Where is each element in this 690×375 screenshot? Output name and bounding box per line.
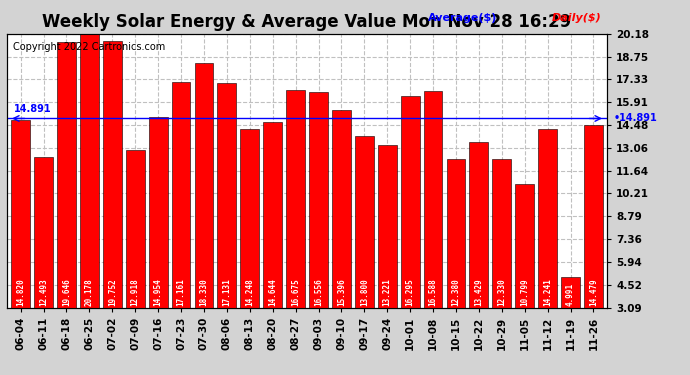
- Text: 4.991: 4.991: [566, 283, 575, 306]
- Bar: [355, 136, 374, 308]
- Bar: [57, 42, 76, 308]
- Bar: [286, 90, 305, 308]
- Text: 17.161: 17.161: [177, 278, 186, 306]
- Bar: [172, 82, 190, 308]
- Text: 17.131: 17.131: [222, 278, 231, 306]
- Bar: [332, 110, 351, 308]
- Bar: [195, 63, 213, 308]
- Text: 16.675: 16.675: [291, 278, 300, 306]
- Text: 14.644: 14.644: [268, 278, 277, 306]
- Text: 12.330: 12.330: [497, 278, 506, 306]
- Bar: [401, 96, 420, 308]
- Bar: [515, 184, 534, 308]
- Bar: [240, 129, 259, 308]
- Bar: [149, 117, 168, 308]
- Text: 12.918: 12.918: [130, 278, 139, 306]
- Bar: [561, 277, 580, 308]
- Text: 16.295: 16.295: [406, 278, 415, 306]
- Bar: [34, 157, 53, 308]
- Bar: [11, 120, 30, 308]
- Text: 10.799: 10.799: [520, 278, 529, 306]
- Bar: [446, 159, 465, 308]
- Text: 14.954: 14.954: [154, 278, 163, 306]
- Text: 14.241: 14.241: [543, 278, 552, 306]
- Text: 20.178: 20.178: [85, 278, 94, 306]
- Bar: [469, 142, 489, 308]
- Text: Copyright 2022 Cartronics.com: Copyright 2022 Cartronics.com: [13, 42, 165, 52]
- Bar: [424, 91, 442, 308]
- Text: 19.752: 19.752: [108, 278, 117, 306]
- Text: 12.380: 12.380: [451, 278, 460, 306]
- Text: 16.556: 16.556: [314, 278, 323, 306]
- Text: 14.891: 14.891: [14, 104, 51, 114]
- Bar: [309, 92, 328, 308]
- Bar: [378, 145, 397, 308]
- Text: 13.221: 13.221: [383, 278, 392, 306]
- Text: Average($): Average($): [428, 13, 497, 23]
- Text: 12.493: 12.493: [39, 278, 48, 306]
- Text: •14.891: •14.891: [613, 114, 657, 123]
- Text: 18.330: 18.330: [199, 278, 208, 306]
- Bar: [538, 129, 557, 308]
- Text: Daily($): Daily($): [552, 13, 602, 23]
- Text: 13.800: 13.800: [359, 278, 369, 306]
- Text: 16.588: 16.588: [428, 278, 437, 306]
- Bar: [126, 150, 145, 308]
- Text: 13.429: 13.429: [475, 278, 484, 306]
- Text: 14.820: 14.820: [16, 278, 25, 306]
- Bar: [493, 159, 511, 308]
- Bar: [80, 34, 99, 308]
- Text: 14.479: 14.479: [589, 278, 598, 306]
- Text: 14.248: 14.248: [245, 278, 255, 306]
- Text: 19.646: 19.646: [62, 278, 71, 306]
- Bar: [103, 40, 121, 308]
- Text: 15.396: 15.396: [337, 278, 346, 306]
- Title: Weekly Solar Energy & Average Value Mon Nov 28 16:29: Weekly Solar Energy & Average Value Mon …: [42, 13, 572, 31]
- Bar: [264, 122, 282, 308]
- Bar: [217, 82, 236, 308]
- Bar: [584, 125, 603, 308]
